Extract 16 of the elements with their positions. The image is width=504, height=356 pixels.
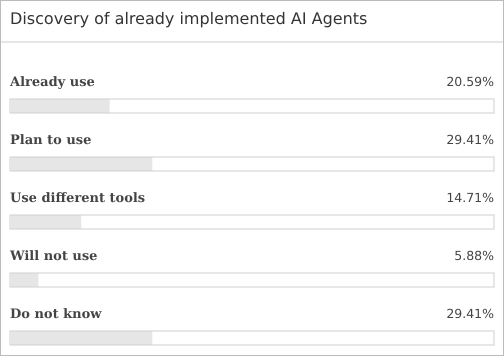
chart-title: Discovery of already implemented AI Agents <box>10 9 368 28</box>
bar <box>10 100 110 112</box>
y-tick-label: Will not use <box>9 249 98 264</box>
bar <box>10 274 38 286</box>
y-tick-label: Plan to use <box>10 133 92 148</box>
data-label: 29.41% <box>446 306 494 321</box>
bar <box>10 216 82 228</box>
bar <box>10 158 152 170</box>
data-label: 29.41% <box>446 132 494 147</box>
y-tick-label: Use different tools <box>10 191 146 206</box>
data-label: 20.59% <box>446 74 494 89</box>
bar <box>10 332 152 344</box>
data-label: 14.71% <box>446 190 494 205</box>
data-label: 5.88% <box>454 248 494 263</box>
y-tick-label: Already use <box>9 75 95 90</box>
y-tick-label: Do not know <box>10 307 102 322</box>
